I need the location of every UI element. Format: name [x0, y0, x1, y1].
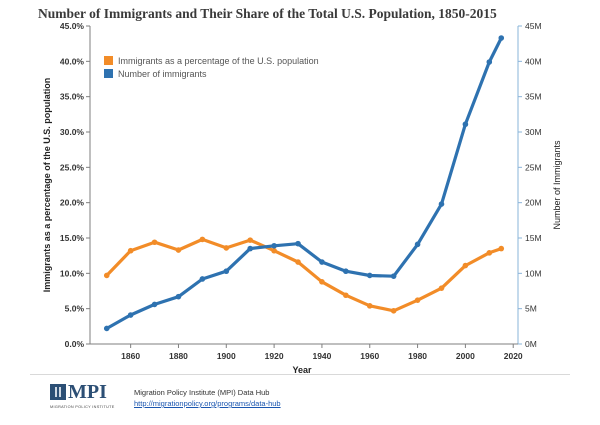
y-right-axis-title: Number of Immigrants	[552, 140, 562, 230]
count-series-legend-swatch	[104, 69, 113, 78]
y-right-tick-label: 45M	[525, 21, 542, 31]
count-series-point	[366, 272, 373, 279]
y-left-tick-label: 15.0%	[60, 233, 85, 243]
share-series-point	[414, 297, 421, 303]
x-tick-label: 1940	[312, 351, 331, 361]
y-left-tick-label: 5.0%	[65, 304, 85, 314]
y-left-axis-title: Immigrants as a percentage of the U.S. p…	[42, 78, 52, 293]
share-series-point	[390, 307, 397, 314]
y-right-tick-label: 30M	[525, 127, 542, 137]
x-axis-title: Year	[292, 365, 312, 375]
y-left-tick-label: 25.0%	[60, 162, 85, 172]
count-series-point	[462, 121, 469, 128]
x-tick-label: 1960	[360, 351, 379, 361]
chart-title: Number of Immigrants and Their Share of …	[38, 6, 497, 21]
share-series-point	[199, 236, 206, 243]
share-series-line	[105, 237, 503, 313]
y-left-tick-label: 40.0%	[60, 56, 85, 66]
count-series-point	[414, 241, 421, 248]
y-left-tick-label: 30.0%	[60, 127, 85, 137]
count-series-point	[103, 325, 110, 332]
footer-divider	[30, 374, 570, 375]
count-series-point	[175, 293, 182, 300]
x-tick-label: 1860	[121, 351, 140, 361]
logo-subtext: MIGRATION POLICY INSTITUTE	[50, 405, 115, 409]
share-series-point	[103, 272, 110, 279]
count-series-point	[390, 273, 397, 279]
count-series-point	[343, 268, 349, 275]
share-series-point	[486, 250, 493, 256]
share-series-point	[343, 292, 349, 299]
share-series-point	[366, 303, 373, 309]
count-series-point	[247, 245, 254, 252]
count-series-point	[271, 242, 277, 249]
x-tick-label: 1920	[265, 351, 284, 361]
count-series-point	[295, 240, 301, 247]
count-series-point	[199, 276, 206, 282]
count-series-point	[127, 312, 134, 318]
y-left-tick-label: 45.0%	[60, 21, 85, 31]
y-right-tick-label: 15M	[525, 233, 542, 243]
count-series-point	[319, 259, 325, 265]
count-series-point	[151, 301, 158, 308]
y-right-tick-label: 0M	[525, 339, 537, 349]
mpi-logo: MPI MIGRATION POLICY INSTITUTE	[50, 381, 122, 414]
share-series-point	[295, 259, 301, 265]
share-series-point	[151, 239, 158, 246]
y-left-tick-label: 0.0%	[65, 339, 85, 349]
count-series-point	[498, 35, 505, 41]
y-left-tick-label: 35.0%	[60, 92, 85, 102]
count-series-point	[438, 201, 445, 207]
share-series-point	[175, 247, 182, 253]
share-series-point	[247, 237, 254, 243]
logo-wordmark: MPI	[68, 381, 107, 403]
count-series-point	[223, 268, 230, 275]
share-series-legend-label: Immigrants as a percentage of the U.S. p…	[118, 56, 319, 66]
source-link[interactable]: http://migrationpolicy.org/programs/data…	[134, 399, 281, 408]
axes: 0.0% 5.0% 10.0% 15.0% 20.0% 25.0% 30.0% 35.0% 40…	[60, 21, 542, 361]
count-series-line	[105, 36, 503, 331]
share-series-point	[127, 247, 134, 254]
legend: Immigrants as a percentage of the U.S. p…	[104, 56, 319, 79]
y-right-tick-label: 20M	[525, 198, 542, 208]
share-series-point	[438, 285, 445, 291]
x-tick-label: 1980	[408, 351, 427, 361]
x-tick-label: 1880	[169, 351, 188, 361]
source-text: Migration Policy Institute (MPI) Data Hu…	[134, 388, 270, 397]
y-right-tick-label: 40M	[525, 56, 542, 66]
globe-icon	[50, 384, 66, 400]
x-tick-label: 1900	[217, 351, 236, 361]
y-right-tick-label: 25M	[525, 162, 542, 172]
series-layer	[103, 35, 505, 332]
share-series-point	[223, 245, 230, 251]
y-left-tick-label: 20.0%	[60, 198, 85, 208]
share-series-point	[462, 262, 469, 269]
y-right-tick-label: 10M	[525, 268, 542, 278]
x-tick-label: 2000	[456, 351, 475, 361]
share-series-point	[319, 279, 325, 285]
count-series-point	[486, 59, 493, 65]
y-right-tick-label: 35M	[525, 92, 542, 102]
count-series-legend-label: Number of immigrants	[118, 69, 207, 79]
share-series-point	[271, 247, 277, 254]
share-series-point	[498, 245, 505, 252]
y-right-tick-label: 5M	[525, 304, 537, 314]
share-series-legend-swatch	[104, 56, 113, 65]
x-tick-label: 2020	[504, 351, 523, 361]
y-left-tick-label: 10.0%	[60, 268, 85, 278]
